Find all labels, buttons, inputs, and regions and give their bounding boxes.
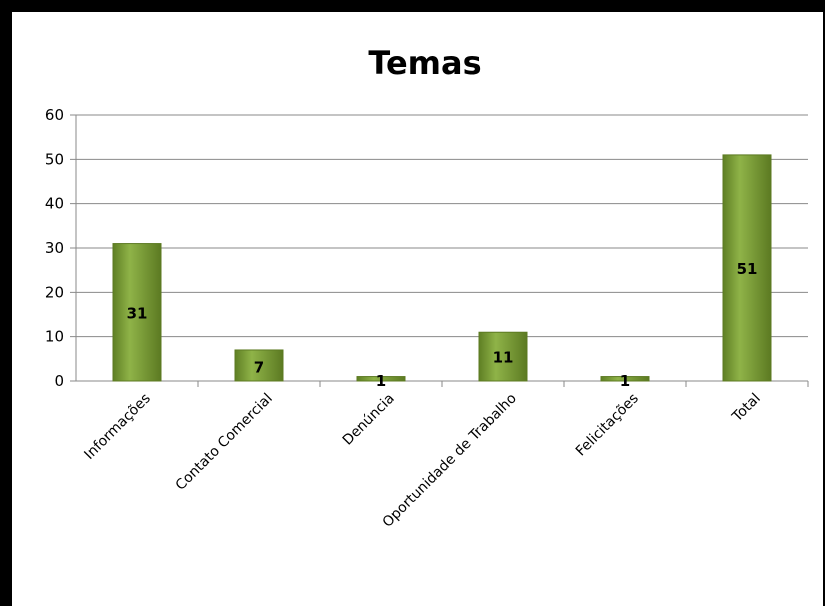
data-label: 1 bbox=[376, 372, 386, 390]
bar-5 bbox=[600, 376, 650, 382]
data-label: 7 bbox=[254, 358, 264, 376]
y-tick-label: 20 bbox=[45, 283, 64, 301]
bar-3 bbox=[356, 376, 406, 382]
data-label: 51 bbox=[737, 260, 758, 278]
y-tick-label: 50 bbox=[45, 150, 64, 168]
category-label: Total bbox=[729, 391, 764, 426]
y-tick-label: 30 bbox=[45, 239, 64, 257]
category-label: Oportunidade de Trabalho bbox=[380, 391, 520, 531]
bar-4 bbox=[478, 331, 528, 382]
y-tick-label: 40 bbox=[45, 195, 64, 213]
category-label: Denúncia bbox=[340, 391, 398, 449]
grid-lines bbox=[70, 114, 809, 387]
category-labels: Informações Contato Comercial DenúnciaOpor… bbox=[81, 391, 763, 531]
bar-2 bbox=[234, 349, 284, 382]
bar-6 bbox=[722, 154, 772, 382]
y-tick-label: 60 bbox=[45, 106, 64, 124]
category-label: Felicitações bbox=[573, 391, 642, 460]
data-label: 11 bbox=[493, 349, 514, 367]
y-tick-label: 0 bbox=[54, 372, 64, 390]
bars bbox=[112, 154, 772, 382]
category-label: Contato Comercial bbox=[173, 391, 276, 494]
bar-1 bbox=[112, 243, 162, 382]
y-axis-ticks: 0 10 20 30 40 50 60 bbox=[45, 106, 64, 390]
chart-title: Temas bbox=[368, 44, 481, 82]
y-tick-label: 10 bbox=[45, 328, 64, 346]
data-label: 1 bbox=[620, 372, 630, 390]
category-label: Informações bbox=[81, 391, 153, 463]
data-label: 31 bbox=[127, 304, 148, 322]
